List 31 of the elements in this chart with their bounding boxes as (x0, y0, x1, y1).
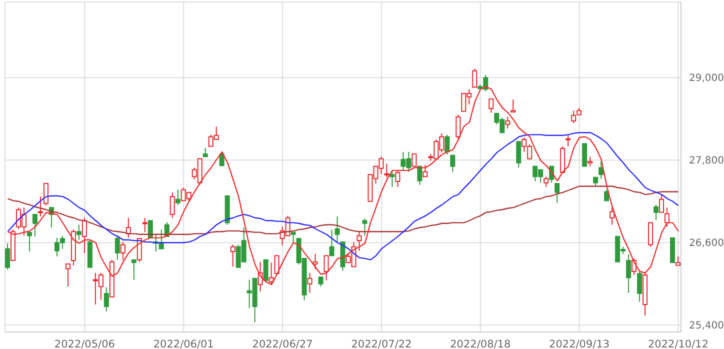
x-tick-label: 2022/08/18 (450, 338, 511, 349)
candlestick (65, 263, 70, 288)
candlestick (274, 255, 280, 274)
x-tick-label: 2022/09/13 (549, 338, 610, 349)
x-tick-label: 2022/05/06 (54, 338, 116, 349)
y-tick-label: 27,800 (689, 156, 724, 167)
candlestick (670, 237, 676, 264)
candlestick (412, 153, 417, 167)
candlestick (582, 143, 588, 167)
candlestick (131, 259, 136, 280)
candlestick (224, 195, 230, 226)
candlestick (472, 68, 478, 88)
candlestick (32, 214, 38, 237)
y-tick-label: 26,600 (689, 238, 724, 250)
candlestick (329, 229, 334, 256)
candlestick (510, 99, 516, 112)
y-tick-label: 29,000 (689, 73, 724, 84)
x-tick-label: 2022/06/01 (153, 338, 214, 349)
x-tick-label: 2022/06/27 (252, 338, 313, 349)
candlestick (307, 272, 312, 294)
candlestick (26, 232, 32, 252)
y-tick-label: 25,400 (689, 320, 724, 332)
candlestick (648, 222, 654, 248)
candlestick (604, 189, 610, 202)
x-tick-label: 2022/10/12 (648, 338, 709, 349)
candlestick (450, 154, 456, 172)
candlestick (334, 216, 340, 242)
x-tick-label: 2022/07/22 (351, 338, 412, 349)
candlestick (230, 244, 236, 268)
candlestick (148, 220, 153, 238)
candlestick (554, 183, 560, 204)
